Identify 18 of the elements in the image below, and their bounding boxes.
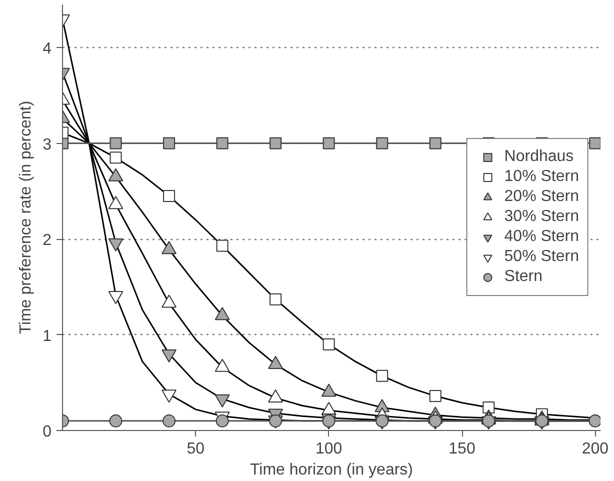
x-tick-label: 50 bbox=[186, 440, 205, 458]
y-axis-title: Time preference rate (in percent) bbox=[18, 100, 35, 334]
legend-label: 20% Stern bbox=[504, 188, 579, 206]
legend-label: 50% Stern bbox=[504, 248, 579, 266]
legend-label: Stern bbox=[504, 268, 543, 286]
y-tick-label: 0 bbox=[42, 424, 52, 440]
y-tick-label: 4 bbox=[42, 40, 52, 58]
x-tick-label: 100 bbox=[315, 440, 342, 458]
y-tick-label: 3 bbox=[42, 136, 52, 154]
legend-label: 10% Stern bbox=[504, 168, 579, 186]
legend-label: Nordhaus bbox=[504, 148, 574, 166]
y-tick-label: 2 bbox=[42, 232, 52, 250]
legend-label: 30% Stern bbox=[504, 208, 579, 226]
x-axis-title: Time horizon (in years) bbox=[250, 462, 414, 478]
y-tick-label: 1 bbox=[42, 328, 52, 345]
x-tick-label: 200 bbox=[582, 440, 609, 458]
x-tick-label: 150 bbox=[448, 440, 476, 458]
legend-label: 40% Stern bbox=[504, 228, 579, 246]
